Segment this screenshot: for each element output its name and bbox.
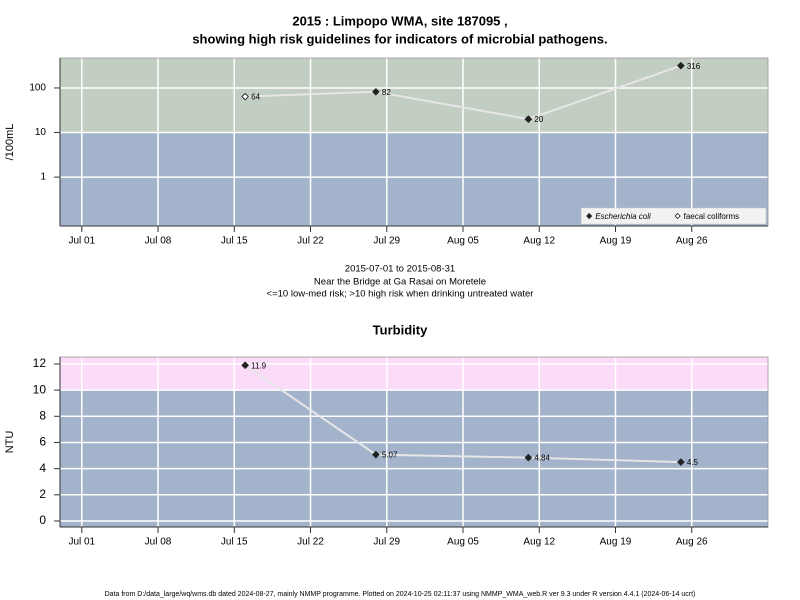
footer: Data from D:/data_large/wq/wms.db dated … xyxy=(105,591,696,598)
data-label: 82 xyxy=(382,88,391,97)
legend-marker xyxy=(674,212,681,220)
note: Near the Bridge at Ga Rasai on Moretele xyxy=(314,277,486,288)
data-point xyxy=(524,453,533,462)
connecting-line xyxy=(244,364,681,464)
note: 2015-07-01 to 2015-08-31 xyxy=(345,264,455,275)
y-axis-label: NTU xyxy=(4,431,16,454)
data-point xyxy=(241,361,250,370)
x-tick-label: Aug 19 xyxy=(600,236,632,247)
data-label: 64 xyxy=(251,93,260,102)
data-label: 20 xyxy=(534,115,543,124)
legend-box xyxy=(580,207,767,225)
data-point xyxy=(677,61,685,70)
y-tick-label: 100 xyxy=(29,83,46,94)
x-tick-label: Aug 05 xyxy=(447,236,479,247)
band-low xyxy=(60,390,768,527)
x-tick-label: Jul 29 xyxy=(373,236,400,247)
x-tick-label: Jul 22 xyxy=(297,537,324,548)
legend-marker xyxy=(586,212,593,220)
x-tick-label: Jul 29 xyxy=(373,537,400,548)
legend-label: faecal coliforms xyxy=(684,212,740,221)
y-tick-label: 8 xyxy=(39,408,46,422)
legend-label: Escherichia coli xyxy=(595,212,651,221)
x-tick-label: Jul 15 xyxy=(221,236,248,247)
data-point xyxy=(372,87,380,96)
chart-title: showing high risk guidelines for indicat… xyxy=(192,31,607,46)
x-tick-label: Aug 26 xyxy=(676,236,708,247)
data-point xyxy=(372,450,380,459)
x-tick-label: Jul 08 xyxy=(145,236,172,247)
note: <=10 low-med risk; >10 high risk when dr… xyxy=(267,289,534,300)
x-tick-label: Jul 01 xyxy=(68,537,95,548)
band-high xyxy=(60,58,768,133)
y-tick-label: 6 xyxy=(39,435,46,449)
y-tick-label: 12 xyxy=(33,356,47,370)
data-label: 4.5 xyxy=(687,458,699,467)
connecting-line xyxy=(245,64,682,121)
data-label: 11.9 xyxy=(251,361,267,370)
y-tick-label: 4 xyxy=(39,461,46,475)
x-tick-label: Jul 15 xyxy=(221,537,248,548)
x-tick-label: Jul 01 xyxy=(68,236,95,247)
x-tick-label: Aug 05 xyxy=(447,537,479,548)
y-tick-label: 10 xyxy=(35,127,47,138)
y-axis-label: /100mL xyxy=(4,124,16,161)
x-tick-label: Aug 12 xyxy=(523,537,555,548)
chart-title: Turbidity xyxy=(373,322,428,337)
y-tick-label: 10 xyxy=(33,382,47,396)
y-tick-label: 2 xyxy=(39,487,46,501)
data-point xyxy=(241,92,250,101)
y-tick-label: 1 xyxy=(40,172,46,183)
x-tick-label: Jul 22 xyxy=(297,236,324,247)
data-label: 316 xyxy=(687,62,701,71)
data-label: 4.84 xyxy=(534,454,550,463)
band-high xyxy=(60,357,768,391)
data-point xyxy=(524,115,533,123)
x-tick-label: Aug 26 xyxy=(676,537,708,548)
x-tick-label: Aug 19 xyxy=(600,537,632,548)
x-tick-label: Jul 08 xyxy=(145,537,172,548)
y-tick-label: 0 xyxy=(39,513,46,527)
chart-title: 2015 : Limpopo WMA, site 187095 , xyxy=(292,13,507,28)
data-point xyxy=(677,458,685,466)
x-tick-label: Aug 12 xyxy=(523,236,555,247)
data-label: 5.07 xyxy=(382,451,398,460)
